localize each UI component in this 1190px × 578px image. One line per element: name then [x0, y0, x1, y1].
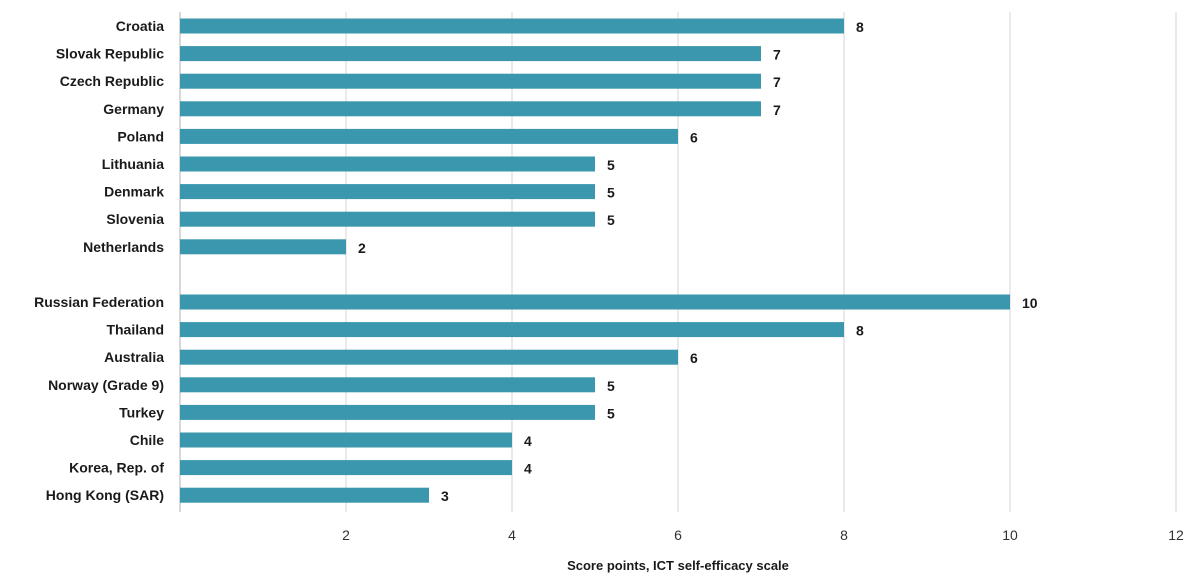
- category-label: Germany: [103, 101, 164, 117]
- category-label: Thailand: [106, 322, 164, 338]
- data-label: 5: [607, 212, 615, 228]
- data-label: 2: [358, 240, 366, 256]
- bar: [180, 432, 512, 448]
- x-tick-label: 10: [1002, 527, 1018, 543]
- category-label: Australia: [104, 349, 164, 365]
- category-label: Korea, Rep. of: [69, 460, 164, 476]
- bar: [180, 404, 595, 420]
- category-label: Slovak Republic: [56, 46, 164, 62]
- category-label: Norway (Grade 9): [48, 377, 164, 393]
- bar: [180, 377, 595, 393]
- data-label: 7: [773, 74, 781, 90]
- bar: [180, 156, 595, 172]
- category-label: Hong Kong (SAR): [46, 487, 164, 503]
- data-label: 7: [773, 47, 781, 63]
- bar: [180, 184, 595, 200]
- bar: [180, 211, 595, 227]
- gridlines: [179, 12, 1177, 512]
- data-label: 6: [690, 129, 698, 145]
- category-label: Slovenia: [106, 211, 164, 227]
- data-label: 6: [690, 350, 698, 366]
- x-axis-title: Score points, ICT self-efficacy scale: [567, 558, 789, 573]
- category-label: Chile: [130, 432, 164, 448]
- data-label: 10: [1022, 295, 1038, 311]
- category-label: Lithuania: [102, 156, 164, 172]
- data-label: 5: [607, 405, 615, 421]
- x-tick-label: 4: [508, 527, 516, 543]
- data-label: 7: [773, 102, 781, 118]
- category-label: Czech Republic: [60, 73, 164, 89]
- x-tick-label: 6: [674, 527, 682, 543]
- bar: [180, 73, 761, 89]
- data-label: 8: [856, 323, 864, 339]
- x-tick-label: 12: [1168, 527, 1184, 543]
- data-label: 5: [607, 378, 615, 394]
- category-labels: Croatia Slovak Republic Czech Republic Germ…: [34, 18, 164, 503]
- bars: [180, 18, 1010, 503]
- data-label: 8: [856, 19, 864, 35]
- bar: [180, 460, 512, 476]
- data-label: 5: [607, 185, 615, 201]
- category-label: Poland: [117, 128, 164, 144]
- data-labels: 8 7 7 7 6 5 5 5 2 10 8 6 5 5 4 4 3: [358, 19, 1038, 504]
- bar: [180, 294, 1010, 310]
- bar: [180, 322, 844, 338]
- bar: [180, 101, 761, 117]
- category-label: Denmark: [104, 184, 164, 200]
- bar: [180, 18, 844, 34]
- data-label: 4: [524, 461, 532, 477]
- bar: [180, 239, 346, 255]
- x-tick-label: 8: [840, 527, 848, 543]
- bar: [180, 46, 761, 62]
- bar: [180, 128, 678, 144]
- data-label: 4: [524, 433, 532, 449]
- category-label: Turkey: [119, 404, 164, 420]
- category-label: Croatia: [116, 18, 164, 34]
- data-label: 5: [607, 157, 615, 173]
- category-label: Netherlands: [83, 239, 164, 255]
- bar: [180, 487, 429, 503]
- bar: [180, 349, 678, 365]
- category-label: Russian Federation: [34, 294, 164, 310]
- x-axis-ticks: 2 4 6 8 10 12: [342, 527, 1184, 543]
- data-label: 3: [441, 488, 449, 504]
- x-tick-label: 2: [342, 527, 350, 543]
